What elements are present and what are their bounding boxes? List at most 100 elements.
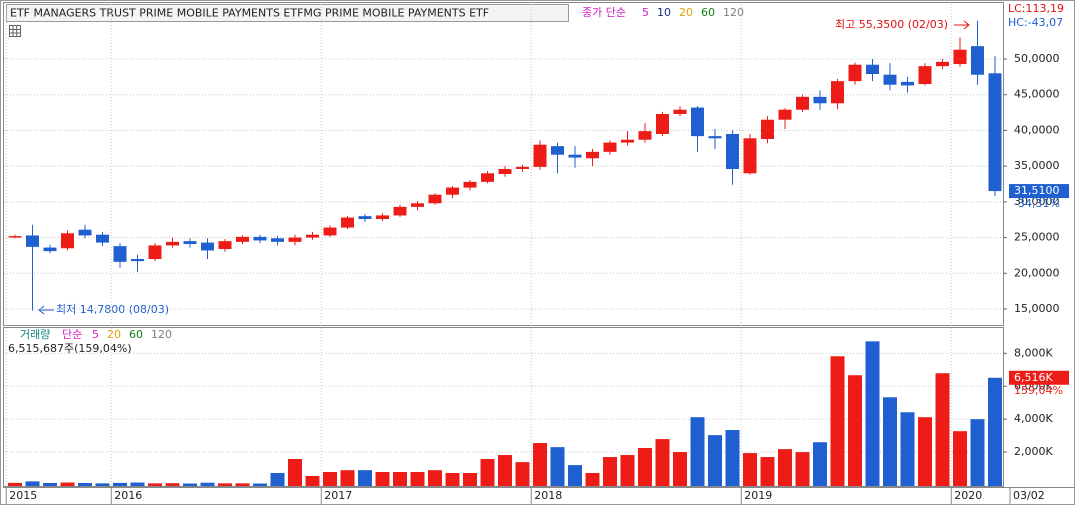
candle-body [621, 139, 634, 143]
candle-body [568, 154, 582, 158]
volume-bar [988, 377, 1002, 486]
x-tick-label: 2016 [114, 489, 142, 502]
candle-body [96, 234, 109, 243]
volume-bar [690, 417, 705, 486]
last-volume-tag [1009, 370, 1069, 385]
volume-bar [218, 483, 232, 486]
candle-body [551, 146, 564, 155]
chart-title: ETF MANAGERS TRUST PRIME MOBILE PAYMENTS… [10, 7, 489, 20]
candle-body [393, 206, 407, 216]
y-tick-label: 20,0000 [1014, 266, 1060, 279]
candle-body [533, 144, 547, 167]
volume-bar [743, 453, 757, 486]
volume-bar [270, 472, 285, 486]
grid-icon-lines [9, 25, 21, 37]
candle-body [183, 241, 197, 244]
candle-body [586, 151, 599, 159]
candle-body [691, 107, 704, 137]
volume-bar [760, 457, 775, 486]
candle-body [778, 109, 792, 120]
candle-body [78, 229, 92, 236]
volume-bar [323, 471, 337, 486]
hc-label: HC:-43,07 [1008, 16, 1063, 29]
ma-legend-period: 20 [679, 6, 693, 19]
candle-body [883, 74, 897, 85]
volume-bar [883, 397, 897, 486]
candle-body [113, 246, 127, 262]
volume-bar [148, 483, 162, 486]
volume-bar [183, 483, 197, 486]
candle-body [428, 194, 442, 204]
candle-body [673, 109, 687, 114]
y-tick-label: 45,0000 [1014, 88, 1060, 101]
candle-body [603, 142, 617, 152]
last-price-tag [1009, 184, 1069, 199]
ma-legend-period: 120 [151, 328, 172, 341]
volume-bar [305, 475, 320, 486]
ma-legend-period: 60 [701, 6, 715, 19]
candle-body [743, 138, 757, 174]
volume-bar [130, 482, 145, 486]
volume-bar [778, 449, 792, 486]
volume-bar [410, 471, 425, 486]
volume-bar [428, 470, 442, 486]
ma-legend-label: 종가 단순 [582, 6, 626, 19]
candle-body [61, 233, 74, 249]
candle-body [26, 235, 39, 247]
candle-body [323, 227, 337, 236]
volume-bar [78, 483, 92, 486]
lc-label: LC:113,19 [1008, 2, 1064, 15]
candle-body [481, 173, 494, 182]
volume-bar [673, 452, 687, 486]
candle-body [813, 96, 827, 104]
candle-body [988, 73, 1002, 192]
candle-body [201, 242, 214, 251]
candle-body [463, 181, 477, 188]
y-tick-label: 25,0000 [1014, 231, 1060, 244]
volume-bar [95, 483, 110, 486]
candle-body [131, 259, 144, 262]
volume-bar [620, 455, 635, 486]
ma-legend-period: 5 [92, 328, 99, 341]
volume-bar [480, 458, 495, 486]
candle-body [358, 216, 372, 219]
y-tick-label: 30,0000 [1014, 195, 1060, 208]
volume-bar [393, 471, 407, 486]
candle-body [218, 241, 232, 249]
candle-body [848, 64, 862, 82]
y-tick-label: 35,0000 [1014, 159, 1060, 172]
volume-bar [113, 482, 127, 486]
volume-bar [515, 462, 530, 486]
volume-bar [8, 482, 22, 486]
candle-body [726, 134, 739, 169]
ma-legend-period: 20 [107, 328, 121, 341]
low-arrow [38, 305, 54, 315]
candle-body [8, 236, 22, 238]
grid-icon[interactable] [9, 25, 21, 37]
volume-bar [235, 483, 250, 486]
volume-bar [708, 435, 722, 486]
candle-body [796, 96, 809, 110]
candle-body [656, 114, 669, 134]
volume-bar [725, 430, 740, 486]
volume-bar [918, 417, 932, 486]
volume-bar [340, 470, 355, 486]
candle-body [376, 215, 389, 219]
volume-bar [865, 341, 880, 486]
volume-bar [463, 472, 477, 486]
y-tick-label: 50,0000 [1014, 52, 1060, 65]
x-tick-label: 2018 [534, 489, 562, 502]
volume-bar [253, 483, 267, 486]
volume-bar [585, 472, 600, 486]
volume-bar [200, 482, 215, 486]
price-panel [3, 2, 1004, 326]
volume-bar [795, 452, 810, 486]
volume-bar [358, 470, 372, 486]
candle-body [498, 169, 512, 174]
volume-bar [970, 419, 985, 486]
x-tick-label: 2019 [744, 489, 772, 502]
candle-body [901, 81, 914, 86]
candle-body [953, 49, 967, 64]
ma-legend-label: 단순 [62, 328, 82, 341]
